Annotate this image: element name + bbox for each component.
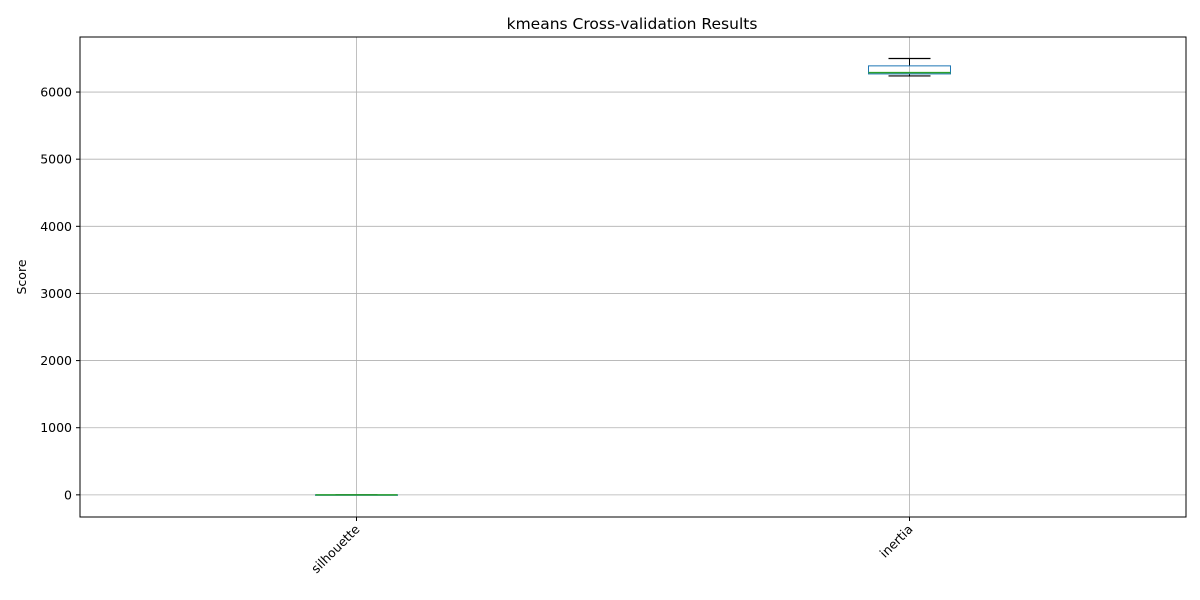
chart-title: kmeans Cross-validation Results [507,15,758,33]
y-tick-label: 5000 [40,152,72,167]
y-tick-label: 3000 [40,286,72,301]
y-tick-label: 6000 [40,85,72,100]
box-plot-silhouette [315,494,398,496]
y-tick-label: 1000 [40,420,72,435]
box-plots [315,57,951,496]
y-tick-label: 4000 [40,219,72,234]
grid-lines [80,37,1186,517]
box-plot-inertia [868,57,951,77]
y-tick-label: 0 [64,487,72,502]
plot-frame [79,36,1187,518]
box-body [868,65,951,75]
y-tick-label: 2000 [40,353,72,368]
y-axis-label: Score [14,259,29,294]
